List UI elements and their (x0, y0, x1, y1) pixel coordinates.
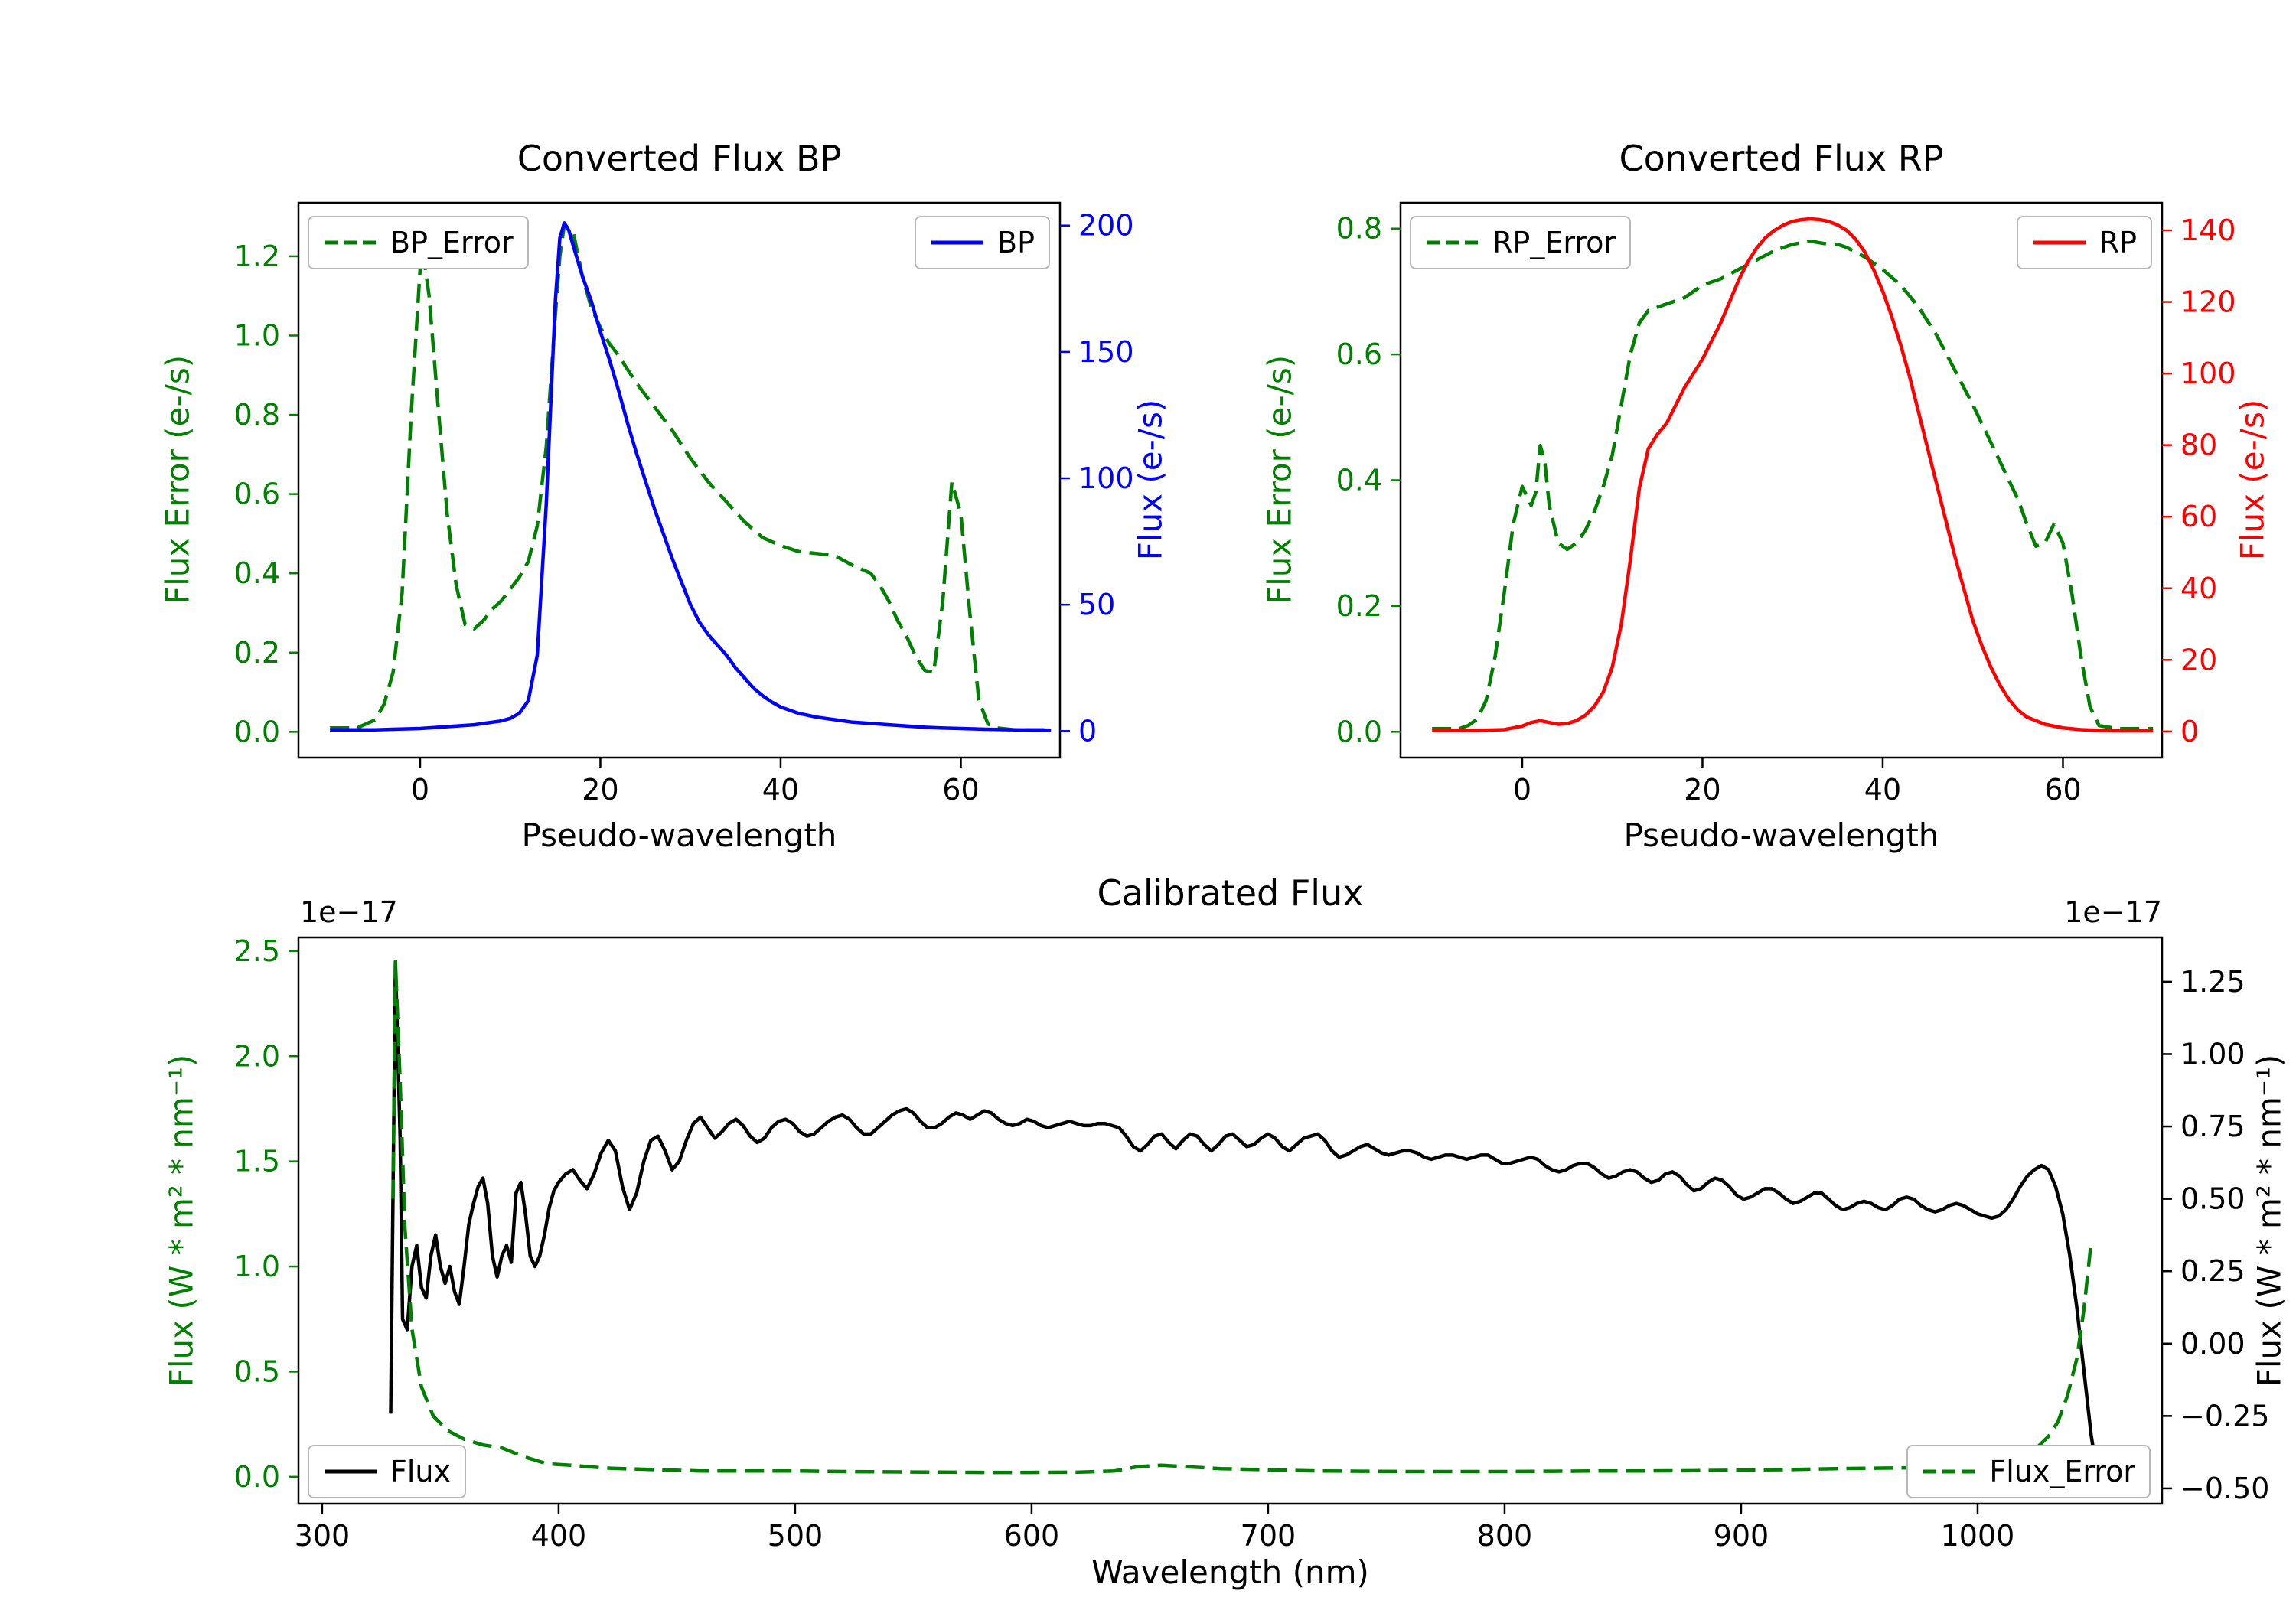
svg-text:0.6: 0.6 (1336, 337, 1382, 371)
legend-bp-error: BP_Error (308, 216, 529, 269)
svg-text:1.2: 1.2 (234, 240, 280, 273)
svg-text:600: 600 (1004, 1519, 1060, 1553)
svg-text:0.5: 0.5 (234, 1354, 280, 1388)
flux-legend-line-icon (325, 1469, 377, 1474)
calibrated-xlabel: Wavelength (nm) (1091, 1553, 1369, 1591)
svg-text:40: 40 (2180, 572, 2217, 605)
svg-text:20: 20 (2180, 643, 2217, 676)
rp-title: Converted Flux RP (1619, 138, 1944, 179)
rp-legend-line-icon (2033, 240, 2086, 245)
bp-error-legend-line-icon (325, 240, 377, 245)
rp-plot-area: 0 20 40 60 0.0 0.2 0.4 0.6 0.8 0 20 40 60 80 100 120 140 (1336, 201, 2236, 807)
svg-text:0: 0 (2180, 715, 2199, 748)
calibrated-offset-left: 1e−17 (300, 895, 398, 929)
svg-text:0.0: 0.0 (1336, 715, 1382, 748)
svg-text:100: 100 (2180, 357, 2236, 390)
legend-rp: RP (2016, 216, 2152, 269)
svg-text:20: 20 (1684, 773, 1720, 807)
svg-text:400: 400 (531, 1519, 587, 1553)
bp-legend-line-icon (931, 240, 984, 245)
svg-text:300: 300 (295, 1519, 351, 1553)
svg-text:2.0: 2.0 (234, 1039, 280, 1073)
calibrated-plot-area: 300 400 500 600 700 800 900 1000 0.0 0.5 1.0 1.5 2.0… (234, 934, 2270, 1553)
svg-text:0.50: 0.50 (2180, 1182, 2245, 1216)
rp-ylabel-right: Flux (e-/s) (2233, 399, 2272, 561)
svg-text:0.4: 0.4 (234, 556, 280, 590)
svg-text:150: 150 (1078, 335, 1134, 369)
svg-text:1.5: 1.5 (234, 1145, 280, 1178)
svg-text:0.00: 0.00 (2180, 1327, 2245, 1361)
rp-error-legend-line-icon (1427, 240, 1479, 245)
legend-bp-label: BP (997, 226, 1035, 259)
legend-rp-error-label: RP_Error (1492, 226, 1616, 259)
svg-text:0: 0 (411, 773, 429, 807)
svg-text:0.8: 0.8 (1336, 212, 1382, 246)
svg-text:50: 50 (1078, 588, 1115, 621)
svg-text:−0.50: −0.50 (2180, 1472, 2269, 1505)
svg-text:120: 120 (2180, 285, 2236, 319)
legend-rp-error: RP_Error (1410, 216, 1631, 269)
svg-text:700: 700 (1241, 1519, 1296, 1553)
bp-xlabel: Pseudo-wavelength (521, 817, 837, 854)
svg-text:20: 20 (582, 773, 618, 807)
svg-text:1.00: 1.00 (2180, 1037, 2245, 1071)
legend-rp-label: RP (2099, 226, 2137, 259)
flux-error-legend-line-icon (1923, 1469, 1976, 1474)
legend-flux-error-label: Flux_Error (1989, 1455, 2135, 1488)
svg-text:140: 140 (2180, 214, 2236, 247)
svg-text:60: 60 (2044, 773, 2081, 807)
legend-flux: Flux (308, 1445, 466, 1498)
svg-text:1.25: 1.25 (2180, 965, 2245, 999)
svg-text:800: 800 (1477, 1519, 1533, 1553)
bp-ylabel-right: Flux (e-/s) (1131, 399, 1169, 561)
svg-text:900: 900 (1714, 1519, 1769, 1553)
calibrated-ylabel-right: Flux (W * m² * nm⁻¹) (2250, 1054, 2288, 1387)
rp-xlabel: Pseudo-wavelength (1623, 817, 1939, 854)
bp-title: Converted Flux BP (517, 138, 842, 179)
svg-text:60: 60 (942, 773, 979, 807)
svg-text:−0.25: −0.25 (2180, 1399, 2269, 1433)
bp-ylabel-left: Flux Error (e-/s) (158, 354, 197, 605)
svg-text:0.0: 0.0 (234, 715, 280, 748)
svg-text:1.0: 1.0 (234, 1250, 280, 1283)
svg-text:200: 200 (1078, 209, 1134, 243)
svg-text:0.2: 0.2 (1336, 589, 1382, 623)
svg-text:80: 80 (2180, 429, 2217, 462)
bp-plot-area: 0 20 40 60 0.0 0.2 0.4 0.6 0.8 1.0 1.2 0 50 100 150 200 (234, 201, 1134, 807)
svg-text:500: 500 (768, 1519, 823, 1553)
svg-text:0.6: 0.6 (234, 478, 280, 511)
svg-text:100: 100 (1078, 461, 1134, 495)
calibrated-title: Calibrated Flux (1097, 872, 1364, 914)
legend-bp-error-label: BP_Error (390, 226, 514, 259)
rp-ylabel-left: Flux Error (e-/s) (1261, 354, 1299, 605)
svg-text:0: 0 (1078, 714, 1097, 748)
svg-text:0.8: 0.8 (234, 398, 280, 432)
svg-text:0.2: 0.2 (234, 636, 280, 670)
legend-bp: BP (915, 216, 1050, 269)
svg-text:0.25: 0.25 (2180, 1254, 2245, 1288)
svg-text:40: 40 (762, 773, 799, 807)
svg-text:40: 40 (1864, 773, 1901, 807)
svg-text:1.0: 1.0 (234, 318, 280, 352)
svg-text:0.0: 0.0 (234, 1460, 280, 1494)
legend-flux-error: Flux_Error (1906, 1445, 2151, 1498)
legend-flux-label: Flux (390, 1455, 451, 1488)
calibrated-offset-right: 1e−17 (2064, 895, 2162, 929)
svg-text:0: 0 (1513, 773, 1531, 807)
svg-text:0.75: 0.75 (2180, 1110, 2245, 1143)
calibrated-ylabel-left: Flux (W * m² * nm⁻¹) (162, 1054, 201, 1387)
svg-text:1000: 1000 (1941, 1519, 2015, 1553)
svg-text:2.5: 2.5 (234, 934, 280, 968)
svg-text:0.4: 0.4 (1336, 464, 1382, 497)
svg-text:60: 60 (2180, 500, 2217, 533)
